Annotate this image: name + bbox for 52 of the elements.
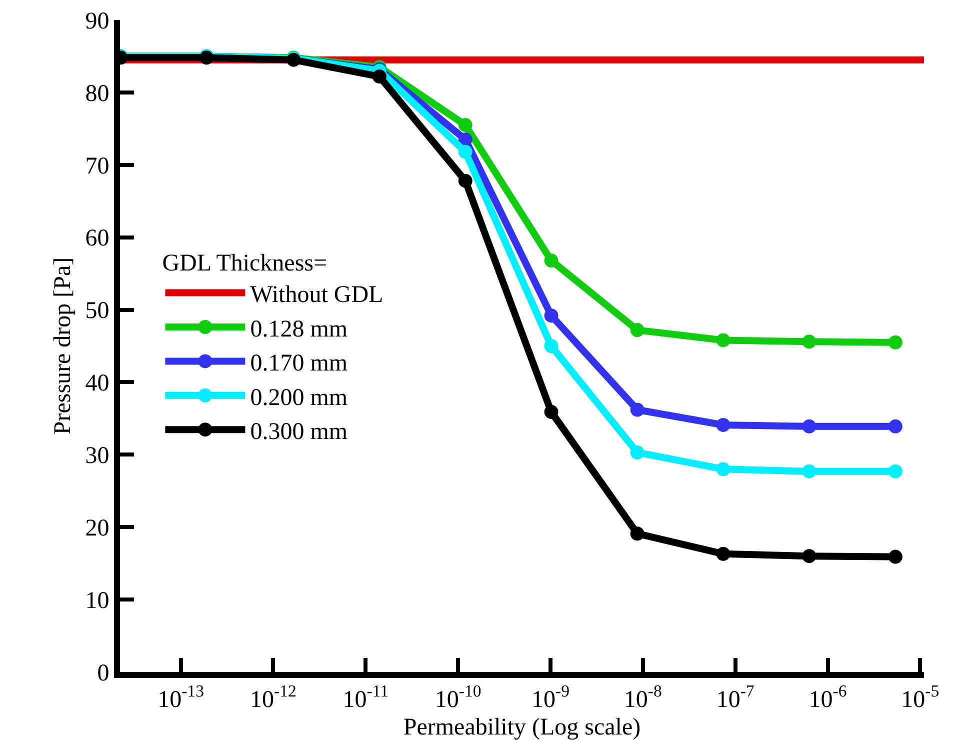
- point: [458, 132, 472, 147]
- point: [716, 333, 730, 348]
- point: [630, 402, 644, 417]
- y-tick-label: 20: [85, 516, 110, 542]
- legend-label: 0.170 mm: [250, 350, 348, 377]
- y-tick-label: 50: [85, 298, 110, 324]
- point: [888, 550, 902, 564]
- x-axis-title: Permeability (Log scale): [403, 714, 641, 741]
- point: [544, 339, 558, 353]
- y-tick-label: 30: [85, 443, 110, 470]
- x-tick-label: 10$^{-6}$: [808, 682, 847, 713]
- y-tick-label: 80: [85, 80, 110, 107]
- x-tick-label: 10$^{-7}$: [716, 682, 754, 713]
- y-tick-label: 70: [85, 153, 110, 180]
- point: [888, 419, 902, 434]
- point: [630, 445, 644, 460]
- point: [630, 323, 644, 338]
- x-tick-label: 10$^{-10}$: [434, 682, 482, 713]
- legend-label: Without GDL: [250, 282, 384, 308]
- point: [372, 70, 386, 84]
- x-tick-label: 10$^{-8}$: [624, 682, 662, 713]
- point: [544, 254, 558, 268]
- y-axis-title: Pressure drop [Pa]: [50, 257, 76, 435]
- point: [888, 335, 902, 350]
- point: [802, 464, 816, 478]
- point: [802, 334, 816, 349]
- legend-label: 0.200 mm: [250, 384, 348, 411]
- legend-title: GDL Thickness=: [162, 250, 328, 277]
- point: [458, 118, 472, 132]
- x-tick-label: 10$^{-5}$: [901, 682, 940, 713]
- point: [888, 464, 902, 478]
- point: [630, 526, 644, 541]
- y-tick-label: 60: [85, 226, 110, 252]
- x-tick-label: 10$^{-11}$: [342, 682, 389, 713]
- point: [458, 144, 472, 159]
- x-tick-label: 10$^{-9}$: [531, 682, 570, 713]
- point: [716, 462, 730, 476]
- point: [544, 308, 558, 323]
- y-tick-label: 0: [97, 660, 110, 686]
- legend-label: 0.128 mm: [250, 316, 348, 342]
- point: [716, 418, 730, 432]
- point: [802, 419, 816, 434]
- y-tick-label: 90: [85, 8, 110, 34]
- legend-label: 0.300 mm: [250, 418, 348, 445]
- x-tick-label: 10$^{-13}$: [158, 682, 204, 713]
- point: [458, 174, 472, 188]
- y-tick-label: 40: [85, 370, 110, 397]
- point: [716, 546, 730, 561]
- x-tick-label: 10$^{-12}$: [250, 682, 296, 713]
- y-tick-label: 10: [85, 588, 110, 614]
- point: [802, 549, 816, 564]
- point: [544, 404, 558, 419]
